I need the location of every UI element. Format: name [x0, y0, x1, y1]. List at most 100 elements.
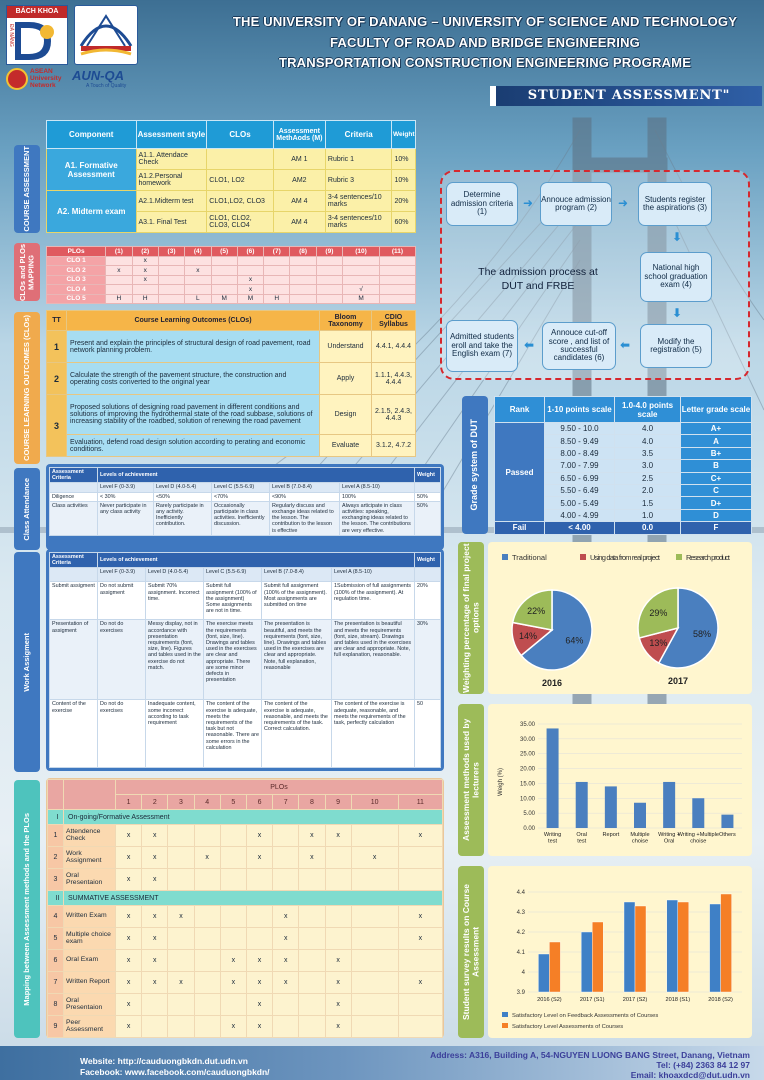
mapping-cell: x	[324, 1015, 352, 1038]
cell: 3-4 sentences/10 marks	[324, 190, 393, 212]
cell: 10%	[391, 148, 416, 170]
pie-slice	[511, 589, 553, 631]
fail-gpa: 0.0	[614, 521, 681, 535]
mapping-cell	[289, 265, 317, 276]
plo-header: (4)	[184, 246, 212, 257]
mapping-cell	[298, 905, 326, 928]
slice-label: 29%	[649, 608, 667, 618]
student-assessment-banner: STUDENT ASSESSMENT"	[490, 86, 762, 106]
footer-address: Address: A316, Building A, 54-NGUYEN LUO…	[430, 1050, 750, 1060]
clo-label: CLO 5	[45, 293, 107, 304]
x-tick-label: Writing + Oral	[658, 832, 680, 845]
cell: 10%	[391, 169, 416, 191]
rank-header: Rank	[494, 396, 545, 423]
mapping-cell: x	[397, 927, 444, 950]
mapping-cell	[219, 868, 247, 891]
x-tick-label: Writing +Multiple choise	[678, 832, 719, 845]
cell	[206, 148, 274, 170]
mapping-cell: x	[141, 971, 169, 994]
mapping-cell: x	[141, 905, 169, 928]
cell: 20%	[391, 190, 416, 212]
clo-cdio: 3.1.2, 4.7.2	[371, 434, 416, 457]
plo-header: (3)	[157, 246, 186, 257]
mapping-cell	[193, 1015, 221, 1038]
cell: AM 4	[272, 190, 326, 212]
cell: <70%	[211, 491, 270, 502]
legend-swatch	[676, 554, 682, 560]
mapping-cell: x	[350, 846, 399, 869]
level-c: Level C (5.5-6.9)	[203, 567, 262, 583]
clo-label: CLO 3	[45, 274, 107, 285]
mapping-cell	[210, 265, 238, 276]
mapping-cell	[157, 265, 186, 276]
mapping-cell: x	[141, 824, 169, 847]
fail-letter: F	[680, 521, 752, 535]
pie-chart: Traditional Using data from real project R…	[502, 553, 731, 688]
mapping-cell: x	[245, 949, 274, 972]
plo-header: (10)	[342, 246, 380, 257]
clo-bloom: Apply	[319, 362, 372, 395]
levels-header: Levels of achievement	[97, 551, 415, 569]
plo-col-header: 11	[397, 794, 444, 810]
assignment-panel: Assessment Criteria Levels of achievement…	[46, 549, 444, 771]
side-label-work-assignment: Work Assigment	[14, 552, 40, 772]
footer-facebook[interactable]: Facebook: www.facebook.com/cauduongbkdn/	[80, 1067, 270, 1077]
plo-col-header: 6	[245, 794, 274, 810]
footer-email[interactable]: Email: khoaxdcd@dut.udn.vn	[630, 1070, 750, 1080]
survey-bar-chart: 3.9 4 4.1 4.2 4.3 4.4 2016 (S2) 2017 (S1) 2017 (…	[502, 890, 742, 1030]
mapping-cell	[245, 868, 274, 891]
admission-step-2: Annouce admission program (2)	[540, 182, 612, 226]
activity-label: Oral Exam	[63, 949, 116, 972]
admission-title: The admission process at DUT and FRBE	[478, 266, 598, 292]
blank	[63, 779, 116, 810]
mapping-cell: x	[219, 971, 247, 994]
mapping-cell	[315, 255, 344, 266]
cell: Content of the exercise	[49, 699, 98, 768]
mapping-cell	[184, 255, 212, 266]
blank	[414, 567, 441, 583]
level-a: Level A (8.5-10)	[339, 482, 415, 493]
criteria-header: Assessment Criteria	[49, 551, 98, 569]
x-tick-label: 2016 (S2)	[537, 997, 562, 1003]
bar	[604, 786, 617, 828]
mapping-cell	[193, 868, 221, 891]
y-tick-label: 25.00	[520, 752, 536, 758]
methods-header: Assessment MethAods (M)	[272, 120, 326, 149]
plo-header: (2)	[131, 246, 159, 257]
grade-letter: B+	[680, 446, 752, 461]
mapping-cell: x	[114, 905, 143, 928]
mapping-cell	[141, 993, 169, 1016]
grade-gpa: 2.5	[614, 471, 681, 485]
mapping-cell	[315, 284, 344, 295]
mapping-cell	[298, 868, 326, 891]
mapping-cell: x	[193, 846, 221, 869]
mapping-cell	[157, 284, 186, 295]
cell: CLO1, LO2	[206, 169, 274, 191]
mapping-cell	[105, 274, 133, 285]
activity-label: Oral Presentaion	[63, 868, 116, 891]
weight-header: Weight	[414, 551, 441, 569]
cell: CLO1,LO2, CLO3	[206, 190, 274, 212]
mapping-cell	[289, 274, 317, 285]
clo-label: CLO 1	[45, 255, 107, 266]
grade-gpa: 3.0	[614, 459, 681, 473]
footer-website[interactable]: Website: http://cauduongbkdn.dut.udn.vn	[80, 1056, 248, 1066]
row-number: 8	[47, 993, 64, 1016]
mapping-cell: x	[245, 993, 274, 1016]
mapping-cell: x	[131, 265, 159, 276]
bar	[692, 798, 705, 828]
side-label-weighting: Weighting percentage of final project op…	[458, 542, 484, 694]
mapping-cell	[105, 255, 133, 266]
legend-label: Traditional	[512, 553, 547, 562]
clo-plo-mapping-table: PLOs (1) (2) (3) (4) (5) (6) (7) (8) (9) (10) (11) C…	[45, 246, 417, 304]
mapping-cell	[272, 993, 300, 1016]
side-label-grade: Grade system of DUT	[462, 396, 488, 534]
y-tick-label: 4.2	[517, 930, 526, 936]
grade-letter: D+	[680, 496, 752, 510]
y-tick-label: 3.9	[517, 990, 526, 996]
mapping-cell	[210, 274, 238, 285]
y-tick-label: 4.1	[517, 950, 526, 956]
clo-number: 1	[46, 330, 67, 363]
mapping-cell	[350, 949, 399, 972]
bar	[623, 901, 636, 993]
